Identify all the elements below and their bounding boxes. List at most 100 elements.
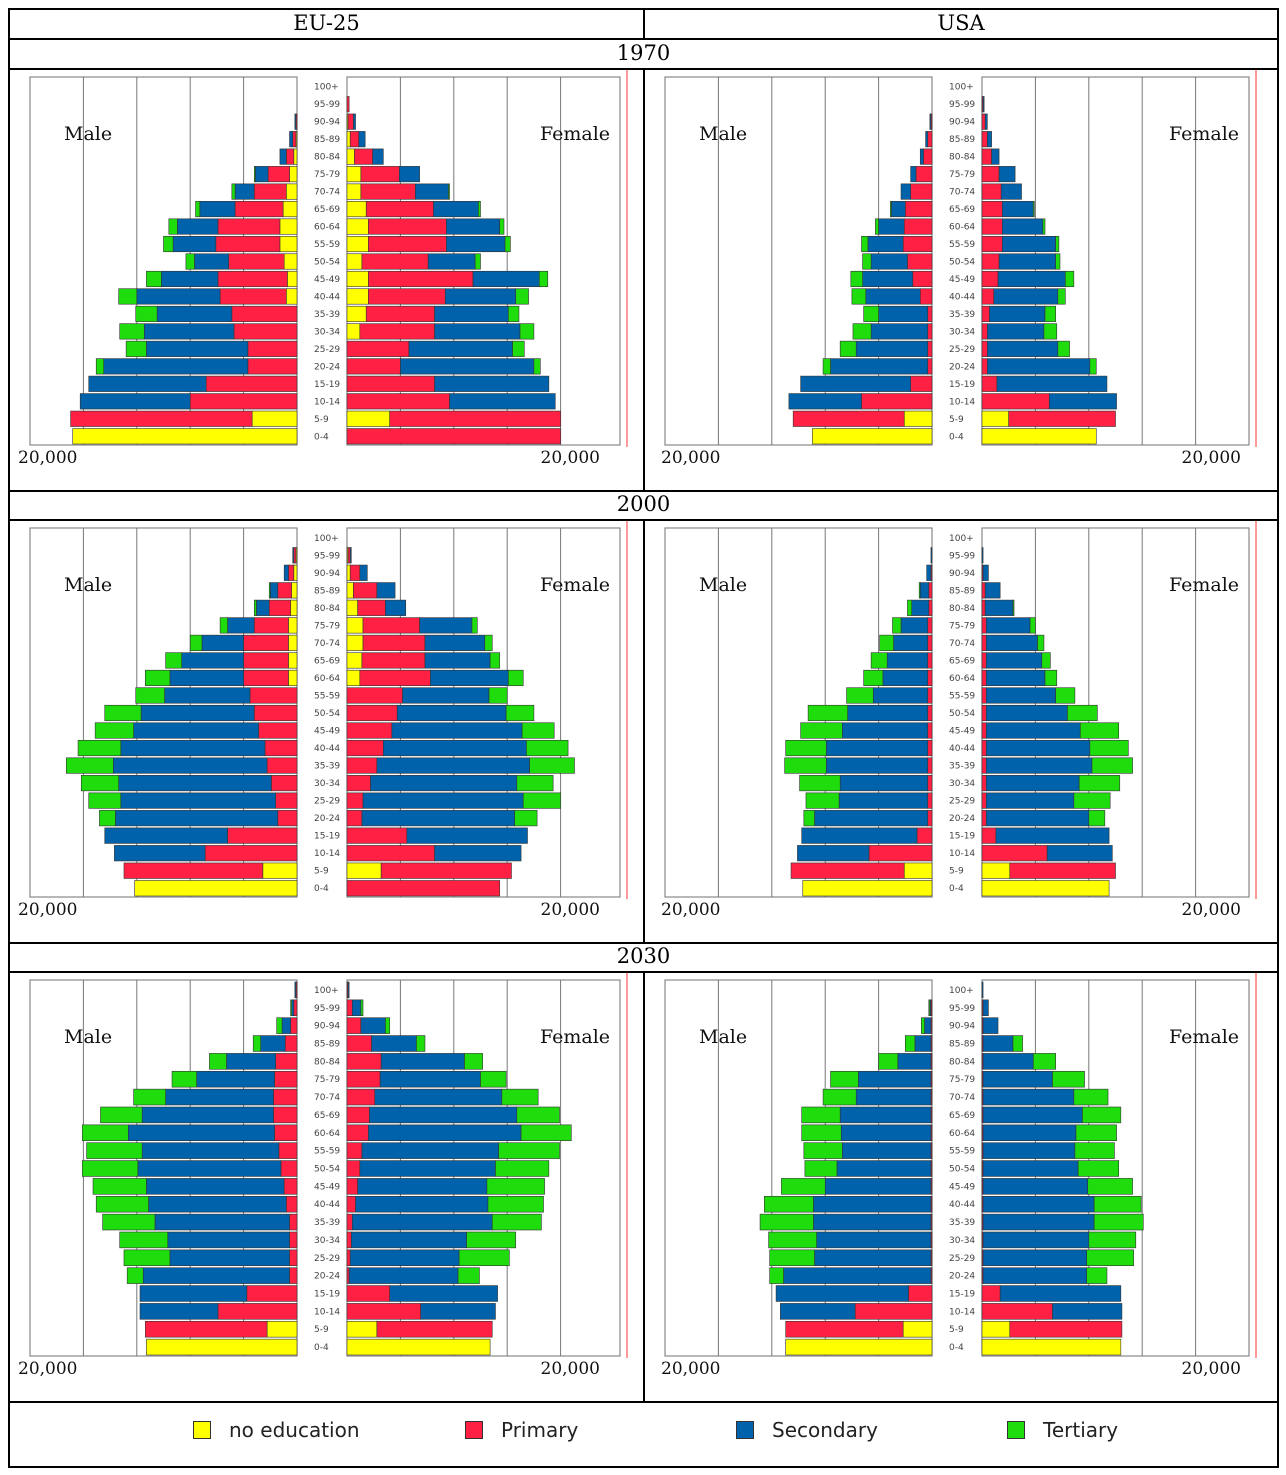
female-bar-prim xyxy=(981,1285,1001,1302)
female-bar-ter xyxy=(516,1106,560,1124)
axis-end-label-right: 20,000 xyxy=(541,900,600,920)
female-bar-sec xyxy=(369,1106,518,1124)
female-bar-sec xyxy=(402,687,490,704)
age-group-label: 80-84 xyxy=(949,153,975,163)
male-bar-none xyxy=(289,166,298,183)
female-label: Female xyxy=(1169,574,1239,596)
female-bar-ter xyxy=(1065,270,1075,288)
female-bar-ter xyxy=(1055,235,1060,253)
age-group-label: 10-14 xyxy=(314,397,340,407)
male-bar-sec xyxy=(839,775,929,792)
female-bar-ter xyxy=(501,1088,539,1106)
male-bar-prim xyxy=(919,288,933,305)
male-bar-sec xyxy=(148,1195,287,1213)
year-header-1970: 1970 xyxy=(616,41,671,65)
female-bar-prim xyxy=(981,113,986,130)
age-group-label: 10-14 xyxy=(949,1307,975,1317)
male-bar-sec xyxy=(775,1285,909,1302)
female-bar-sec xyxy=(982,1053,1034,1070)
female-bar-none xyxy=(346,253,363,270)
male-bar-ter xyxy=(219,617,228,634)
female-bar-prim xyxy=(981,582,986,599)
male-bar-prim xyxy=(854,1303,933,1320)
female-bar-prim xyxy=(361,253,429,270)
female-bar-prim xyxy=(981,393,1050,410)
male-bar-sec xyxy=(167,1231,290,1249)
male-bar-ter xyxy=(119,323,145,340)
male-bar-none xyxy=(785,1338,933,1356)
female-bar-sec xyxy=(358,131,366,148)
female-bar-ter xyxy=(515,288,529,305)
male-bar-ter xyxy=(846,687,874,704)
male-bar-sec xyxy=(893,634,929,651)
legend-item-primary: Primary xyxy=(465,1418,578,1442)
age-group-label: 30-34 xyxy=(949,779,975,789)
age-group-label: 45-49 xyxy=(314,275,340,285)
female-bar-ter xyxy=(1074,1142,1115,1159)
female-bar-ter xyxy=(1057,288,1066,305)
age-group-label: 95-99 xyxy=(314,551,340,561)
female-bar-prim xyxy=(981,340,988,357)
female-bar-sec xyxy=(352,999,362,1017)
age-group-label: 50-54 xyxy=(949,709,975,719)
male-bar-prim xyxy=(927,131,933,148)
female-bar-prim xyxy=(981,201,1003,218)
legend-swatch xyxy=(465,1421,483,1439)
pyramid-chart-eu25-2030: 0-4 5-9 10-14 15-19 20-24 25-29 30-34 35-39 40-4… xyxy=(18,973,628,1379)
female-bar-prim xyxy=(981,634,987,651)
female-bar-none xyxy=(346,183,362,200)
male-label: Male xyxy=(64,1026,112,1048)
female-bar-sec xyxy=(1001,235,1056,253)
female-bar-prim xyxy=(346,687,403,704)
female-bar-prim xyxy=(365,201,434,218)
male-bar-prim xyxy=(916,827,933,844)
male-bar-ter xyxy=(769,1267,784,1284)
male-bar-prim xyxy=(792,410,905,427)
male-bar-ter xyxy=(276,1017,283,1034)
age-group-label: 85-89 xyxy=(949,586,975,596)
male-bar-sec xyxy=(146,340,249,357)
age-group-label: 75-79 xyxy=(949,170,975,180)
female-bar-sec xyxy=(982,1213,1095,1231)
male-bar-sec xyxy=(289,131,294,148)
male-bar-ter xyxy=(168,218,178,235)
male-bar-sec xyxy=(133,722,259,739)
female-bar-ter xyxy=(471,617,478,634)
male-bar-prim xyxy=(912,270,933,288)
female-bar-none xyxy=(346,148,355,165)
male-bar-sec xyxy=(800,375,911,392)
female-bar-sec xyxy=(396,704,507,722)
male-bar-ter xyxy=(892,617,902,634)
male-bar-sec xyxy=(867,235,904,253)
male-bar-sec xyxy=(882,669,929,687)
female-bar-ter xyxy=(1088,810,1106,827)
male-bar-ter xyxy=(171,1070,197,1088)
male-bar-prim xyxy=(231,305,298,322)
age-group-label: 40-44 xyxy=(314,292,340,302)
female-bar-prim xyxy=(346,1160,361,1177)
male-bar-sec xyxy=(294,981,297,999)
female-bar-none xyxy=(346,410,391,427)
female-bar-ter xyxy=(498,1142,560,1159)
male-bar-ter xyxy=(768,1231,817,1249)
male-bar-sec xyxy=(865,288,921,305)
male-bar-ter xyxy=(800,722,843,739)
age-group-label: 40-44 xyxy=(314,1200,340,1210)
male-bar-sec xyxy=(88,375,207,392)
age-group-label: 50-54 xyxy=(314,1165,340,1175)
age-group-label: 15-19 xyxy=(949,832,975,842)
male-bar-sec xyxy=(103,358,249,375)
female-bar-sec xyxy=(434,305,509,322)
male-bar-ter xyxy=(92,1178,147,1195)
female-bar-prim xyxy=(981,1303,1053,1320)
female-bar-prim xyxy=(349,131,360,148)
female-bar-sec xyxy=(985,739,1091,757)
male-bar-prim xyxy=(927,687,933,704)
female-bar-none xyxy=(346,131,351,148)
female-bar-sec xyxy=(359,1160,496,1177)
female-bar-ter xyxy=(1037,634,1045,651)
male-bar-ter xyxy=(66,757,114,774)
female-bar-sec xyxy=(985,792,1075,809)
male-bar-none xyxy=(288,634,298,651)
